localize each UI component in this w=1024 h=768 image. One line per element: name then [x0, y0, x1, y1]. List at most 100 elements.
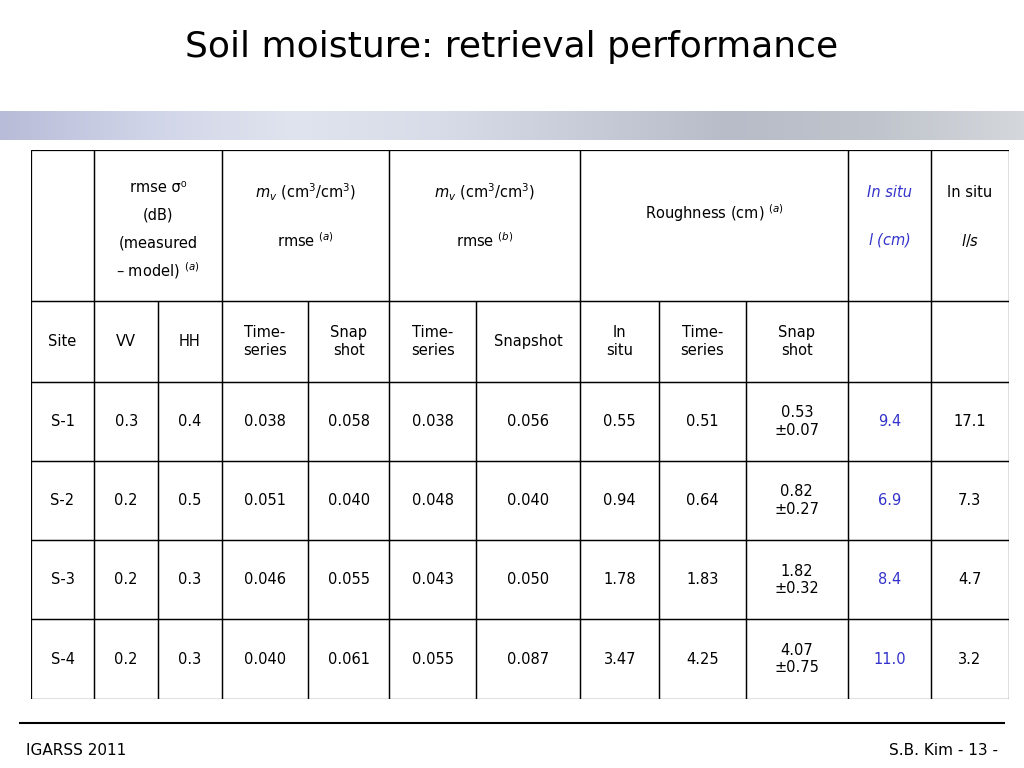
- Bar: [221, 150, 389, 301]
- Text: – model) $^{(a)}$: – model) $^{(a)}$: [117, 260, 200, 281]
- Bar: [31, 619, 94, 699]
- Text: Snap
shot: Snap shot: [331, 325, 368, 358]
- Bar: [848, 301, 931, 382]
- Text: 4.07
±0.75: 4.07 ±0.75: [774, 643, 819, 675]
- Text: 1.82
±0.32: 1.82 ±0.32: [774, 564, 819, 596]
- Bar: [476, 619, 581, 699]
- Bar: [221, 301, 308, 382]
- Text: Soil moisture: retrieval performance: Soil moisture: retrieval performance: [185, 30, 839, 64]
- Bar: [745, 301, 848, 382]
- Bar: [476, 382, 581, 461]
- Bar: [931, 540, 1009, 619]
- Text: 9.4: 9.4: [878, 414, 901, 429]
- Text: $l$ (cm): $l$ (cm): [868, 231, 911, 250]
- Text: IGARSS 2011: IGARSS 2011: [26, 743, 126, 758]
- Bar: [94, 619, 158, 699]
- Text: 1.78: 1.78: [603, 572, 636, 588]
- Text: 0.040: 0.040: [244, 651, 286, 667]
- Text: 0.038: 0.038: [244, 414, 286, 429]
- Bar: [221, 382, 308, 461]
- Text: 0.055: 0.055: [412, 651, 454, 667]
- Bar: [158, 540, 221, 619]
- Text: S.B. Kim - 13 -: S.B. Kim - 13 -: [890, 743, 998, 758]
- Text: $l/s$: $l/s$: [961, 232, 979, 249]
- Text: Snapshot: Snapshot: [494, 334, 563, 349]
- Text: 0.2: 0.2: [115, 493, 138, 508]
- Bar: [745, 619, 848, 699]
- Text: Snap
shot: Snap shot: [778, 325, 815, 358]
- Text: 0.046: 0.046: [244, 572, 286, 588]
- Bar: [476, 461, 581, 540]
- Text: 3.2: 3.2: [958, 651, 981, 667]
- Text: In situ: In situ: [867, 184, 912, 200]
- Bar: [581, 619, 659, 699]
- Bar: [745, 461, 848, 540]
- Text: 0.040: 0.040: [328, 493, 370, 508]
- Text: 0.55: 0.55: [603, 414, 636, 429]
- Text: Time-
series: Time- series: [411, 325, 455, 358]
- Bar: [389, 540, 476, 619]
- Text: S-2: S-2: [50, 493, 75, 508]
- Bar: [158, 382, 221, 461]
- Bar: [31, 540, 94, 619]
- Text: 0.2: 0.2: [115, 572, 138, 588]
- Text: 0.51: 0.51: [686, 414, 719, 429]
- Text: 0.055: 0.055: [328, 572, 370, 588]
- Text: 0.050: 0.050: [507, 572, 550, 588]
- Text: HH: HH: [179, 334, 201, 349]
- Text: VV: VV: [116, 334, 136, 349]
- Text: 8.4: 8.4: [878, 572, 901, 588]
- Bar: [581, 150, 848, 301]
- Text: 0.82
±0.27: 0.82 ±0.27: [774, 485, 819, 517]
- Text: rmse $^{(b)}$: rmse $^{(b)}$: [457, 231, 514, 250]
- Bar: [94, 382, 158, 461]
- Text: 0.040: 0.040: [507, 493, 550, 508]
- Bar: [158, 461, 221, 540]
- Bar: [31, 150, 94, 301]
- Text: 0.048: 0.048: [412, 493, 454, 508]
- Text: Time-
series: Time- series: [243, 325, 287, 358]
- Text: 4.7: 4.7: [958, 572, 982, 588]
- Bar: [389, 301, 476, 382]
- Bar: [581, 461, 659, 540]
- Text: 0.038: 0.038: [412, 414, 454, 429]
- Text: 0.3: 0.3: [178, 572, 202, 588]
- Bar: [581, 382, 659, 461]
- Text: 0.058: 0.058: [328, 414, 370, 429]
- Bar: [745, 382, 848, 461]
- Text: S-4: S-4: [50, 651, 75, 667]
- Text: 0.3: 0.3: [178, 651, 202, 667]
- Text: 6.9: 6.9: [878, 493, 901, 508]
- Text: 7.3: 7.3: [958, 493, 981, 508]
- Text: 0.4: 0.4: [178, 414, 202, 429]
- Bar: [308, 382, 389, 461]
- Bar: [31, 301, 94, 382]
- Text: 3.47: 3.47: [603, 651, 636, 667]
- Bar: [848, 619, 931, 699]
- Text: 0.061: 0.061: [328, 651, 370, 667]
- Text: In
situ: In situ: [606, 325, 633, 358]
- Bar: [931, 301, 1009, 382]
- Bar: [659, 461, 745, 540]
- Bar: [221, 540, 308, 619]
- Bar: [931, 382, 1009, 461]
- Text: Time-
series: Time- series: [681, 325, 724, 358]
- Bar: [476, 540, 581, 619]
- Bar: [94, 150, 221, 301]
- Bar: [931, 461, 1009, 540]
- Text: 1.83: 1.83: [686, 572, 719, 588]
- Bar: [389, 150, 581, 301]
- Text: $m_v$ (cm$^3$/cm$^3$): $m_v$ (cm$^3$/cm$^3$): [434, 181, 536, 203]
- Text: rmse $^{(a)}$: rmse $^{(a)}$: [278, 231, 334, 250]
- Text: 0.5: 0.5: [178, 493, 202, 508]
- Bar: [848, 382, 931, 461]
- Bar: [389, 619, 476, 699]
- Text: 17.1: 17.1: [953, 414, 986, 429]
- Bar: [221, 461, 308, 540]
- Text: In situ: In situ: [947, 184, 992, 200]
- Text: Site: Site: [48, 334, 77, 349]
- Bar: [221, 619, 308, 699]
- Text: 0.64: 0.64: [686, 493, 719, 508]
- Text: 4.25: 4.25: [686, 651, 719, 667]
- Text: $m_v$ (cm$^3$/cm$^3$): $m_v$ (cm$^3$/cm$^3$): [255, 181, 356, 203]
